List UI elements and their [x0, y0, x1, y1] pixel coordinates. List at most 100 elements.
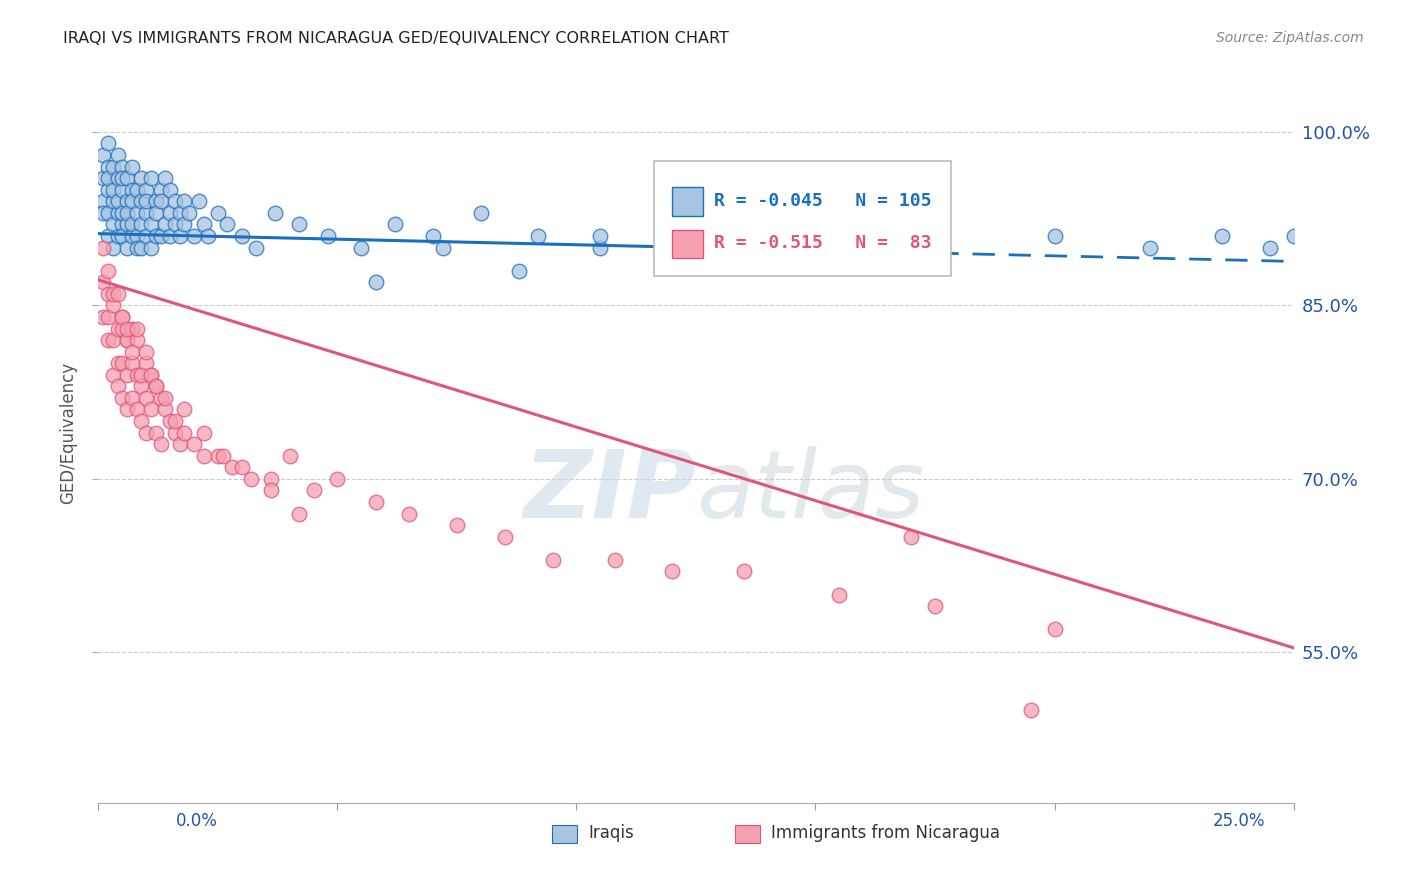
Point — [900, 530, 922, 544]
Point — [159, 206, 181, 220]
Point — [159, 183, 181, 197]
Point — [207, 449, 229, 463]
Point — [163, 194, 186, 209]
Point — [173, 194, 195, 209]
Point — [145, 379, 167, 393]
Point — [97, 183, 120, 197]
Point — [231, 229, 253, 244]
Point — [135, 344, 157, 359]
Point — [107, 321, 129, 335]
Point — [91, 240, 114, 254]
Point — [131, 379, 153, 393]
Point — [125, 321, 148, 335]
Point — [125, 206, 148, 220]
Point — [364, 275, 387, 289]
Text: 0.0%: 0.0% — [176, 812, 218, 830]
Point — [135, 229, 157, 244]
Point — [91, 171, 114, 186]
Point — [121, 229, 143, 244]
Point — [115, 333, 138, 347]
Point — [101, 240, 124, 254]
Point — [131, 194, 153, 209]
Point — [1258, 240, 1281, 254]
Point — [121, 160, 143, 174]
Point — [193, 218, 215, 232]
Point — [115, 240, 138, 254]
Point — [115, 333, 138, 347]
Point — [155, 171, 177, 186]
Point — [288, 507, 311, 521]
Point — [91, 310, 114, 324]
Point — [589, 229, 612, 244]
Point — [661, 565, 683, 579]
Point — [139, 402, 162, 417]
Point — [111, 310, 134, 324]
Point — [302, 483, 325, 498]
Point — [169, 437, 191, 451]
Point — [1402, 240, 1406, 254]
Point — [131, 240, 153, 254]
Point — [1043, 229, 1066, 244]
Point — [145, 229, 167, 244]
Point — [163, 218, 186, 232]
Point — [115, 171, 138, 186]
Point — [135, 194, 157, 209]
Point — [1139, 240, 1161, 254]
Point — [350, 240, 373, 254]
Point — [101, 368, 124, 382]
Point — [111, 160, 134, 174]
Point — [111, 321, 134, 335]
Point — [1211, 229, 1233, 244]
Point — [97, 160, 120, 174]
Point — [139, 368, 162, 382]
Point — [125, 229, 148, 244]
Point — [107, 356, 129, 370]
Point — [121, 218, 143, 232]
Point — [733, 206, 755, 220]
Point — [364, 495, 387, 509]
Point — [278, 449, 301, 463]
Point — [139, 240, 162, 254]
Point — [121, 344, 143, 359]
Point — [131, 368, 153, 382]
Point — [183, 229, 205, 244]
Point — [121, 183, 143, 197]
Point — [107, 206, 129, 220]
Point — [145, 379, 167, 393]
Point — [101, 194, 124, 209]
Point — [1043, 622, 1066, 636]
Point — [101, 160, 124, 174]
Point — [111, 183, 134, 197]
Point — [101, 333, 124, 347]
Point — [155, 402, 177, 417]
Point — [115, 321, 138, 335]
Point — [135, 356, 157, 370]
Text: atlas: atlas — [696, 446, 924, 537]
Point — [422, 229, 444, 244]
Point — [135, 425, 157, 440]
Point — [446, 518, 468, 533]
Point — [125, 402, 148, 417]
Point — [125, 333, 148, 347]
Point — [159, 229, 181, 244]
Text: 25.0%: 25.0% — [1213, 812, 1265, 830]
Point — [924, 252, 946, 266]
Point — [97, 333, 120, 347]
Point — [149, 183, 172, 197]
Point — [91, 275, 114, 289]
Point — [326, 472, 349, 486]
Text: IRAQI VS IMMIGRANTS FROM NICARAGUA GED/EQUIVALENCY CORRELATION CHART: IRAQI VS IMMIGRANTS FROM NICARAGUA GED/E… — [63, 31, 730, 46]
Point — [169, 229, 191, 244]
Point — [384, 218, 406, 232]
Point — [111, 229, 134, 244]
Point — [111, 206, 134, 220]
Point — [155, 218, 177, 232]
Point — [145, 425, 167, 440]
Point — [135, 183, 157, 197]
Point — [107, 194, 129, 209]
Point — [101, 218, 124, 232]
Point — [183, 437, 205, 451]
Point — [149, 391, 172, 405]
Point — [155, 391, 177, 405]
Point — [121, 356, 143, 370]
